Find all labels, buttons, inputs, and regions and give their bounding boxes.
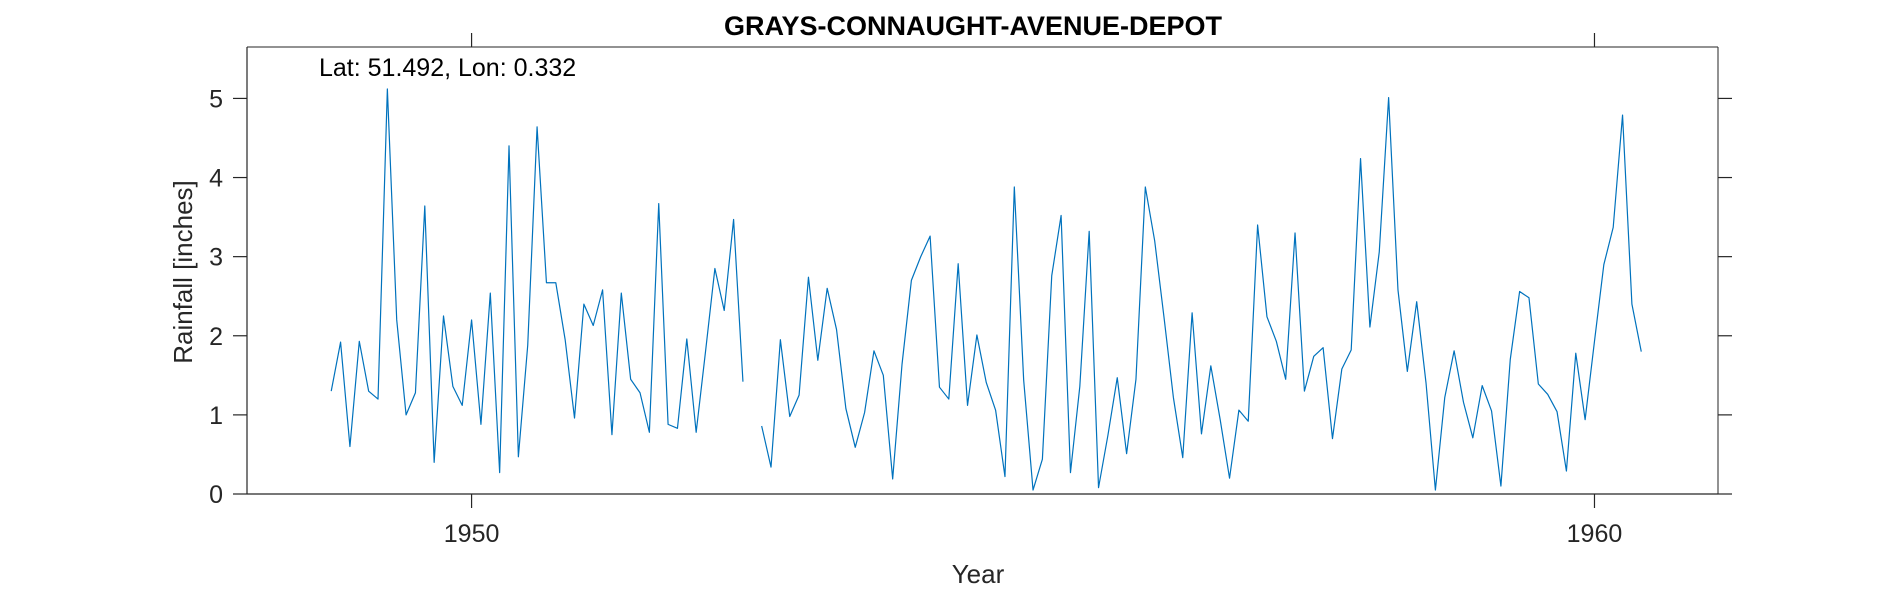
y-tick-label: 0 — [209, 481, 223, 509]
axis-ticks — [233, 33, 1732, 508]
series-layer — [330, 88, 1642, 491]
y-axis-label: Rainfall [inches] — [168, 180, 198, 364]
y-tick-label: 5 — [209, 85, 223, 113]
plot-area — [246, 46, 1719, 495]
x-tick-label: 1950 — [444, 520, 500, 548]
x-tick-label: 1960 — [1567, 520, 1623, 548]
tick-labels: 0 1 2 3 4 5 1950 1960 — [209, 85, 1622, 548]
y-tick-label: 3 — [209, 244, 223, 272]
location-annotation: Lat: 51.492, Lon: 0.332 — [319, 54, 576, 82]
y-tick-label: 4 — [209, 165, 223, 193]
rainfall-series-line — [330, 88, 744, 474]
chart-title: GRAYS-CONNAUGHT-AVENUE-DEPOT — [724, 11, 1223, 41]
x-axis-label: Year — [952, 559, 1005, 589]
y-tick-label: 2 — [209, 323, 223, 351]
y-tick-label: 1 — [209, 402, 223, 430]
rainfall-series-line — [761, 97, 1642, 491]
